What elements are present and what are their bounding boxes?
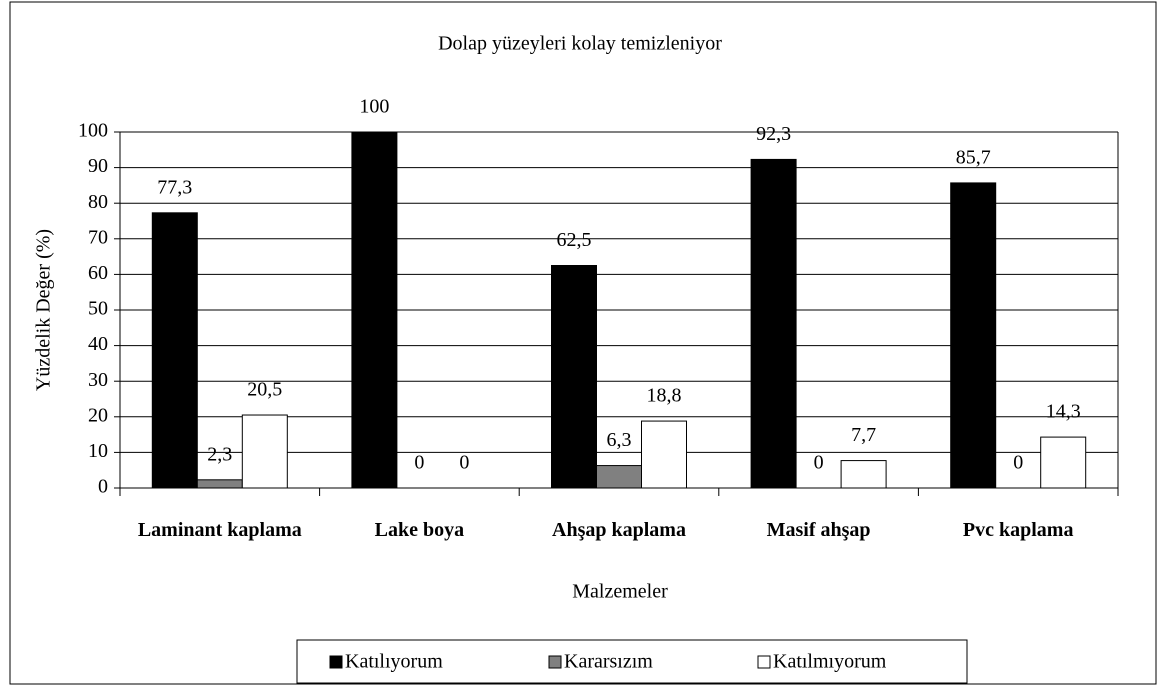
bar	[750, 158, 797, 489]
bar	[241, 414, 288, 489]
data-label: 0	[414, 452, 424, 474]
legend-box	[296, 639, 968, 684]
y-tick-label: 70	[88, 226, 108, 248]
bar	[840, 460, 887, 489]
x-tick-label: Pvc kaplama	[962, 519, 1074, 541]
data-label: 0	[1013, 452, 1023, 474]
x-tick-label: Masif ahşap	[766, 519, 871, 541]
data-label: 20,5	[247, 379, 282, 401]
legend-label: Kararsızım	[564, 651, 653, 673]
y-tick-label: 10	[88, 440, 108, 462]
legend-label: Katılmıyorum	[773, 651, 887, 673]
data-label: 2,3	[207, 443, 232, 465]
y-tick-label: 20	[88, 404, 108, 426]
bar	[196, 479, 243, 489]
data-label: 77,3	[157, 176, 192, 198]
data-label: 0	[814, 452, 824, 474]
data-label: 92,3	[756, 123, 791, 145]
data-label: 14,3	[1046, 401, 1081, 423]
bar	[151, 212, 198, 489]
data-label: 100	[359, 96, 389, 118]
x-axis-title: Malzemeler	[572, 581, 668, 603]
legend-swatch	[757, 655, 771, 669]
legend-label: Katılıyorum	[345, 651, 443, 673]
legend-swatch	[548, 655, 562, 669]
y-tick-label: 30	[88, 369, 108, 391]
bar	[641, 420, 687, 489]
legend-swatch	[329, 655, 343, 669]
bar	[351, 131, 398, 489]
y-tick-label: 0	[98, 476, 108, 498]
y-tick-label: 90	[88, 155, 108, 177]
y-tick-label: 50	[88, 298, 108, 320]
y-tick-label: 80	[88, 191, 108, 213]
x-tick-label: Laminant kaplama	[137, 519, 302, 541]
data-label: 6,3	[607, 429, 632, 451]
bar	[1040, 436, 1087, 489]
bar	[596, 465, 642, 489]
data-label: 62,5	[557, 229, 592, 251]
y-tick-label: 60	[88, 262, 108, 284]
chart-title: Dolap yüzeyleri kolay temizleniyor	[438, 33, 722, 55]
data-label: 7,7	[851, 424, 876, 446]
data-label: 0	[459, 452, 469, 474]
bar	[551, 265, 597, 489]
x-tick-label: Lake boya	[374, 519, 465, 541]
x-tick-label: Ahşap kaplama	[552, 519, 686, 541]
data-label: 85,7	[956, 147, 991, 169]
y-tick-label: 100	[78, 120, 108, 142]
bar	[950, 182, 997, 489]
y-tick-label: 40	[88, 333, 108, 355]
y-axis-title: Yüzdelik Değer (%)	[33, 229, 55, 391]
data-label: 18,8	[647, 385, 682, 407]
